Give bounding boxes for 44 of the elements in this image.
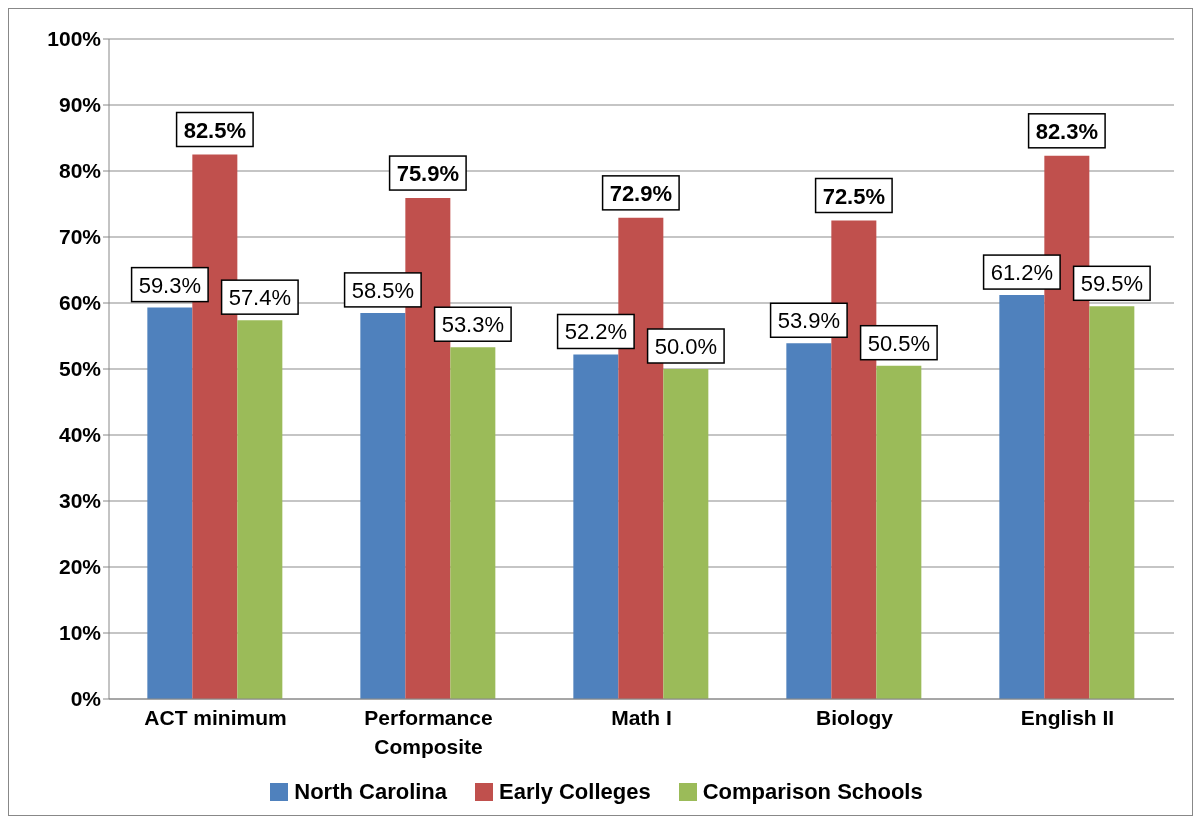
bar	[237, 320, 283, 699]
bar	[1089, 306, 1135, 699]
data-label: 58.5%	[351, 277, 415, 303]
bar	[450, 347, 496, 699]
data-label: 59.5%	[1080, 271, 1144, 297]
legend-label: Comparison Schools	[702, 779, 923, 805]
data-label: 59.3%	[138, 272, 202, 298]
legend-label: Early Colleges	[499, 779, 651, 805]
data-label: 61.2%	[990, 260, 1054, 286]
x-tick-label: ACT minimum	[144, 706, 287, 729]
x-tick-label: Biology	[816, 706, 894, 729]
data-label: 75.9%	[396, 161, 460, 187]
bar	[663, 369, 709, 699]
bar	[573, 354, 619, 699]
data-label: 72.9%	[609, 180, 673, 206]
x-tick-label: Math I	[611, 706, 672, 729]
y-tick-label: 80%	[58, 159, 102, 183]
x-tick-label: English II	[1020, 706, 1115, 729]
data-label: 82.3%	[1035, 118, 1099, 144]
y-tick-label: 60%	[58, 291, 102, 315]
bar	[999, 295, 1045, 699]
y-tick-label: 0%	[70, 687, 102, 711]
x-tick-label: Performance Composite	[364, 706, 493, 758]
y-tick-label: 70%	[58, 225, 102, 249]
y-tick-label: 10%	[58, 621, 102, 645]
bar	[876, 365, 922, 699]
data-label: 82.5%	[183, 117, 247, 143]
legend-label: North Carolina	[294, 779, 448, 805]
bar	[147, 307, 193, 699]
y-tick-label: 50%	[58, 357, 102, 381]
bar	[786, 343, 832, 699]
data-label: 57.4%	[228, 285, 292, 311]
y-tick-label: 90%	[58, 93, 102, 117]
data-label: 50.5%	[867, 330, 931, 356]
y-tick-label: 20%	[58, 555, 102, 579]
data-label: 50.0%	[654, 334, 718, 359]
y-tick-label: 100%	[47, 27, 102, 51]
y-tick-label: 30%	[58, 489, 102, 513]
data-label: 53.3%	[441, 312, 505, 338]
data-label: 72.5%	[822, 183, 886, 209]
data-label: 53.9%	[777, 308, 841, 334]
data-label: 52.2%	[564, 319, 628, 345]
y-tick-label: 40%	[58, 423, 102, 447]
bar	[360, 312, 406, 699]
